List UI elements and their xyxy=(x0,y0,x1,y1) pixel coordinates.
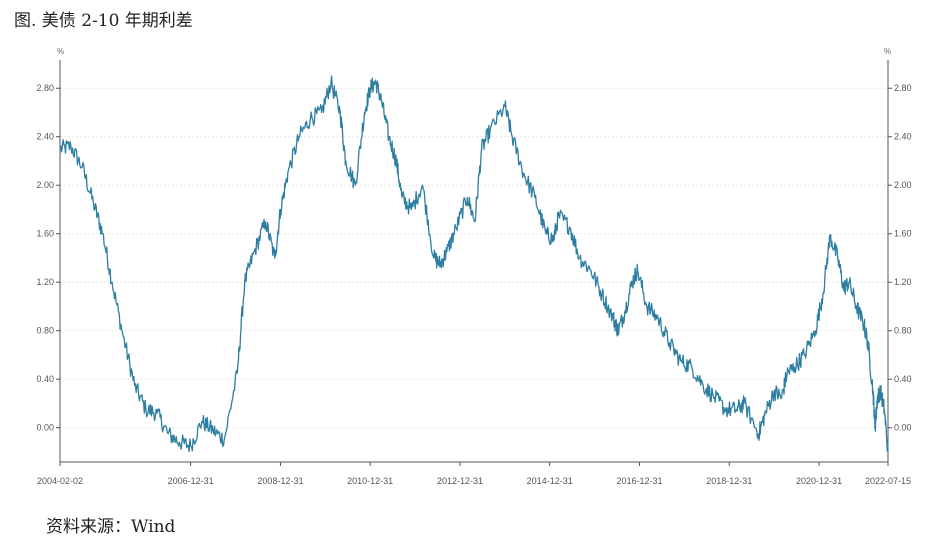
y-tick-label-left: 2.00 xyxy=(36,180,54,190)
x-tick-label: 2006-12-31 xyxy=(168,476,214,486)
y-axis-left: 0.00 0.40 0.80 1.20 1.60 2.00 2.40 2.80 xyxy=(36,60,61,462)
x-tick-label: 2012-12-31 xyxy=(437,476,483,486)
x-tick-label: 2010-12-31 xyxy=(347,476,393,486)
x-tick-label: 2004-02-02 xyxy=(37,476,83,486)
figure-title: 图. 美债 2-10 年期利差 xyxy=(14,11,193,31)
y-tick-label-right: 2.00 xyxy=(894,180,912,190)
y-tick-label-left: 1.60 xyxy=(36,229,54,239)
y-tick-label-right: 2.40 xyxy=(894,132,912,142)
y-unit-right-label: % xyxy=(884,47,891,56)
y-tick-label-left: 2.40 xyxy=(36,132,54,142)
y-tick-label-left: 1.20 xyxy=(36,277,54,287)
y-tick-label-right: 0.00 xyxy=(894,423,912,433)
x-tick-label: 2016-12-31 xyxy=(617,476,663,486)
y-tick-label-left: 0.80 xyxy=(36,326,54,336)
x-tick-label: 2022-07-15 xyxy=(865,476,911,486)
y-unit-left-label: % xyxy=(57,47,64,56)
x-tick-label: 2008-12-31 xyxy=(257,476,303,486)
y-tick-label-right: 0.40 xyxy=(894,374,912,384)
x-tick-label: 2020-12-31 xyxy=(796,476,842,486)
y-tick-label-left: 2.80 xyxy=(36,83,54,93)
x-tick-label: 2018-12-31 xyxy=(706,476,752,486)
x-tick-label: 2014-12-31 xyxy=(527,476,573,486)
y-tick-label-left: 0.00 xyxy=(36,423,54,433)
source-note: 资料来源：Wind xyxy=(46,517,176,537)
y-tick-label-left: 0.40 xyxy=(36,374,54,384)
series-line xyxy=(59,75,889,453)
y-tick-label-right: 2.80 xyxy=(894,83,912,93)
y-tick-label-right: 0.80 xyxy=(894,326,912,336)
y-axis-right: 0.00 0.40 0.80 1.20 1.60 2.00 2.40 2.80 xyxy=(887,60,912,462)
line-chart: 0.00 0.40 0.80 1.20 1.60 2.00 2.40 2.80 0.00 0.4… xyxy=(36,47,912,486)
y-tick-label-right: 1.20 xyxy=(894,277,912,287)
grid-lines xyxy=(60,87,888,429)
series-layer xyxy=(59,75,889,453)
y-tick-label-right: 1.60 xyxy=(894,229,912,239)
x-axis: 2004-02-02 2006-12-31 2008-12-31 2010-12-31… xyxy=(37,461,911,486)
